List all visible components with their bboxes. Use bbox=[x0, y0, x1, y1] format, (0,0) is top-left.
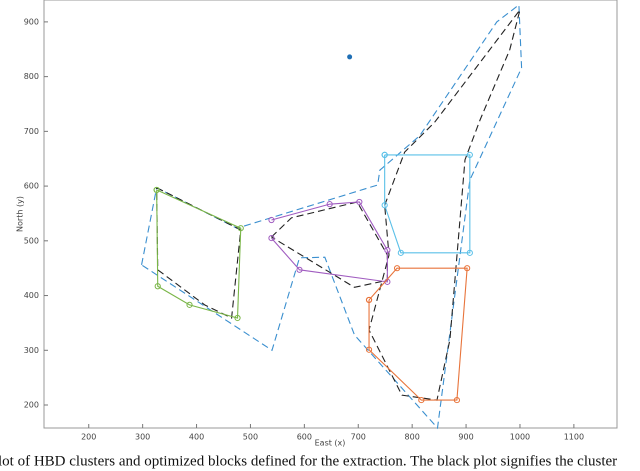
marker bbox=[466, 151, 473, 158]
marker bbox=[381, 202, 388, 209]
y-tick-label: 300 bbox=[24, 346, 39, 355]
x-tick-label: 500 bbox=[243, 433, 258, 442]
y-tick-label: 400 bbox=[24, 291, 39, 300]
x-tick-label: 800 bbox=[405, 433, 420, 442]
y-axis-label: North (y) bbox=[16, 196, 25, 232]
marker bbox=[268, 216, 275, 224]
series-line bbox=[141, 3, 523, 430]
y-tick-label: 600 bbox=[24, 182, 39, 191]
marker bbox=[268, 234, 275, 242]
series-line bbox=[271, 201, 388, 283]
marker bbox=[296, 266, 303, 273]
marker bbox=[365, 296, 373, 304]
marker bbox=[466, 249, 473, 256]
series-line bbox=[156, 187, 242, 319]
marker bbox=[381, 151, 388, 158]
marker bbox=[347, 54, 353, 60]
marker bbox=[326, 201, 333, 208]
x-tick-label: 1100 bbox=[564, 433, 584, 442]
x-axis-label: East (x) bbox=[315, 439, 346, 448]
marker bbox=[393, 265, 401, 272]
y-tick-label: 900 bbox=[24, 17, 39, 26]
series-line bbox=[368, 267, 468, 401]
x-tick-label: 700 bbox=[351, 433, 366, 442]
marker bbox=[365, 346, 373, 353]
marker bbox=[384, 247, 391, 254]
marker bbox=[234, 314, 241, 322]
x-tick-label: 1000 bbox=[510, 433, 530, 442]
y-tick-label: 200 bbox=[24, 401, 39, 410]
plot-frame bbox=[43, 0, 618, 429]
y-tick-label: 500 bbox=[24, 236, 39, 245]
marker bbox=[397, 249, 404, 256]
marker bbox=[464, 265, 471, 272]
x-tick-label: 600 bbox=[297, 433, 312, 442]
series-line bbox=[368, 9, 521, 401]
marker bbox=[418, 396, 425, 404]
marker bbox=[153, 186, 160, 194]
x-tick-label: 200 bbox=[81, 433, 96, 442]
y-tick-label: 700 bbox=[24, 127, 39, 136]
marker bbox=[186, 301, 193, 308]
caption: lot of HBD clusters and optimized blocks… bbox=[0, 453, 617, 469]
y-tick-label: 800 bbox=[24, 72, 39, 81]
x-tick-label: 900 bbox=[458, 433, 473, 442]
series-line bbox=[156, 189, 242, 319]
series-line bbox=[384, 154, 471, 254]
marker bbox=[237, 225, 244, 232]
marker bbox=[453, 396, 461, 404]
marker bbox=[356, 198, 363, 206]
x-tick-label: 300 bbox=[135, 433, 150, 442]
x-tick-label: 400 bbox=[189, 433, 204, 442]
marker bbox=[154, 283, 161, 290]
